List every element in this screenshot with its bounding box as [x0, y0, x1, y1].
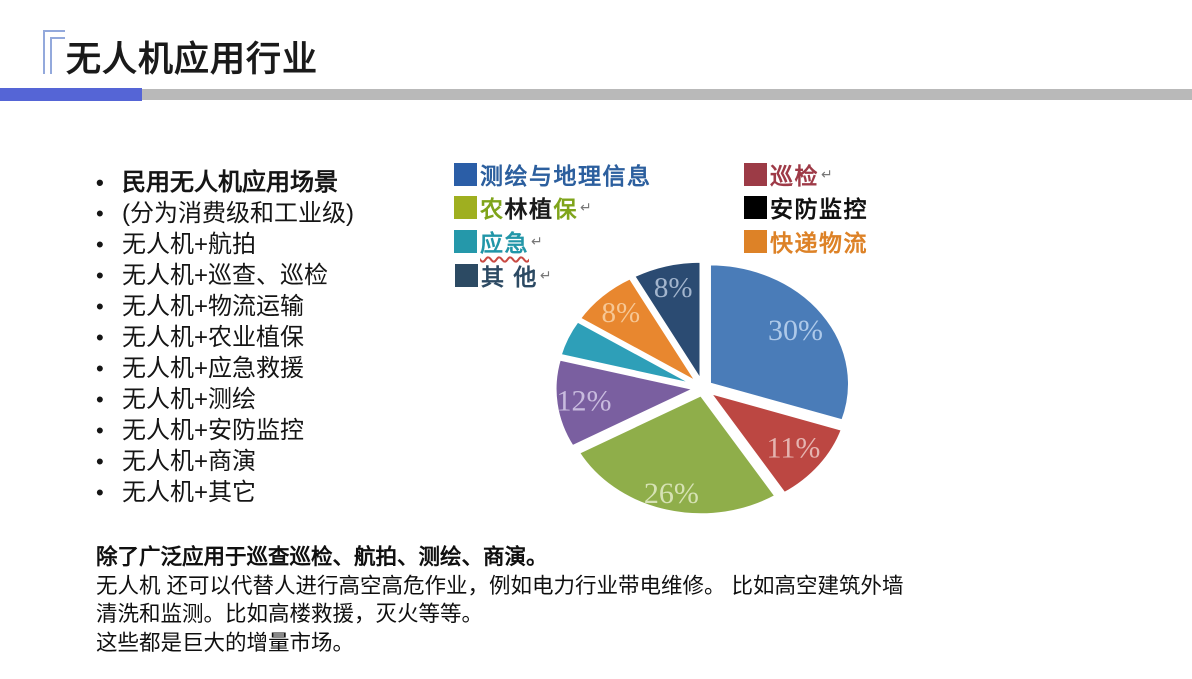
title-bracket-inner [50, 37, 65, 74]
pie-slice-label: 30% [768, 314, 823, 347]
list-item: 无人机+测绘 [92, 384, 354, 415]
list-item: 民用无人机应用场景 [92, 167, 354, 198]
list-item: 无人机+商演 [92, 446, 354, 477]
return-mark-icon: ↵ [580, 198, 592, 215]
pie-slice-label: 8% [602, 297, 641, 329]
list-item: 无人机+应急救援 [92, 353, 354, 384]
list-item: 无人机+航拍 [92, 229, 354, 260]
page-title: 无人机应用行业 [66, 40, 319, 79]
legend-swatch [744, 162, 767, 186]
pie-slice [707, 390, 844, 496]
legend-item-emergency: 应急 ↵ [454, 224, 543, 258]
footer-paragraph: 除了广泛应用于巡查巡检、航拍、测绘、商演。 无人机 还可以代替人进行高空高危作业… [96, 543, 1016, 657]
pie-slice [553, 357, 697, 449]
legend-item-mapping: 测绘与地理信息 [454, 157, 652, 191]
return-mark-icon: ↵ [539, 266, 552, 283]
pie-chart-figure: 测绘与地理信息 农林植保 ↵ 应急 ↵ 其 他 ↵ 巡检 ↵ 安防监控 [430, 132, 900, 542]
pie-slice-label: 11% [766, 432, 820, 465]
pie-slice-label: 26% [644, 477, 699, 510]
legend-swatch [454, 162, 477, 186]
footer-line: 这些都是巨大的增量市场。 [96, 630, 355, 655]
legend-item-logistics: 快递物流 [744, 224, 868, 258]
pie-slice-label: 12% [556, 384, 611, 417]
title-bracket-outer [43, 30, 65, 74]
return-mark-icon: ↵ [531, 232, 543, 249]
legend-item-security: 安防监控 [744, 190, 868, 224]
list-item: 无人机+农业植保 [92, 322, 354, 353]
list-item: 无人机+物流运输 [92, 291, 354, 322]
pie-slice [632, 259, 703, 383]
title-divider-accent [0, 88, 142, 101]
pie-chart-svg: 30% 11% 26% 12% 8% 8% [553, 259, 851, 517]
legend-label-part: 农 [480, 196, 505, 222]
legend-swatch [455, 263, 478, 287]
legend-label: 测绘与地理信息 [480, 163, 652, 189]
legend-label: 安防监控 [770, 196, 868, 222]
legend-item-inspection: 巡检 ↵ [744, 157, 833, 191]
legend-item-agriculture: 农林植保 ↵ [454, 190, 592, 224]
legend-swatch [454, 195, 477, 219]
title-divider-rule [142, 89, 1192, 100]
footer-line: 除了广泛应用于巡查巡检、航拍、测绘、商演。 [96, 545, 548, 569]
legend-swatch [744, 195, 767, 219]
list-item: 无人机+安防监控 [92, 415, 354, 446]
pie-slice-label: 8% [654, 272, 693, 304]
legend-label: 巡检 [770, 163, 819, 189]
pie-slice [707, 262, 851, 423]
pie-slice [558, 319, 698, 387]
pie-slice [577, 276, 700, 385]
list-item: 无人机+巡查、巡检 [92, 260, 354, 291]
legend-swatch [454, 229, 477, 253]
legend-item-others: 其 他 ↵ [455, 258, 552, 292]
legend-swatch [744, 229, 767, 253]
return-mark-icon: ↵ [821, 165, 833, 182]
list-item: (分为消费级和工业级) [92, 198, 354, 229]
title-bracket-icon [43, 30, 67, 76]
legend-label: 其 他 [481, 264, 538, 290]
application-scenario-list: 民用无人机应用场景 (分为消费级和工业级) 无人机+航拍 无人机+巡查、巡检 无… [92, 167, 354, 508]
legend-label: 应急 [480, 230, 529, 256]
legend-label-part: 林植 [504, 196, 554, 222]
legend-label: 快递物流 [770, 230, 868, 256]
pie-slice [576, 393, 778, 517]
footer-line: 清洗和监测。比如高楼救援，灭火等等。 [96, 602, 484, 626]
legend-label-part: 保 [553, 196, 578, 222]
footer-line: 无人机 还可以代替人进行高空高危作业，例如电力行业带电维修。 比如高空建筑外墙 [96, 573, 904, 598]
list-item: 无人机+其它 [92, 477, 354, 508]
legend-label: 农林植保 [480, 190, 578, 224]
